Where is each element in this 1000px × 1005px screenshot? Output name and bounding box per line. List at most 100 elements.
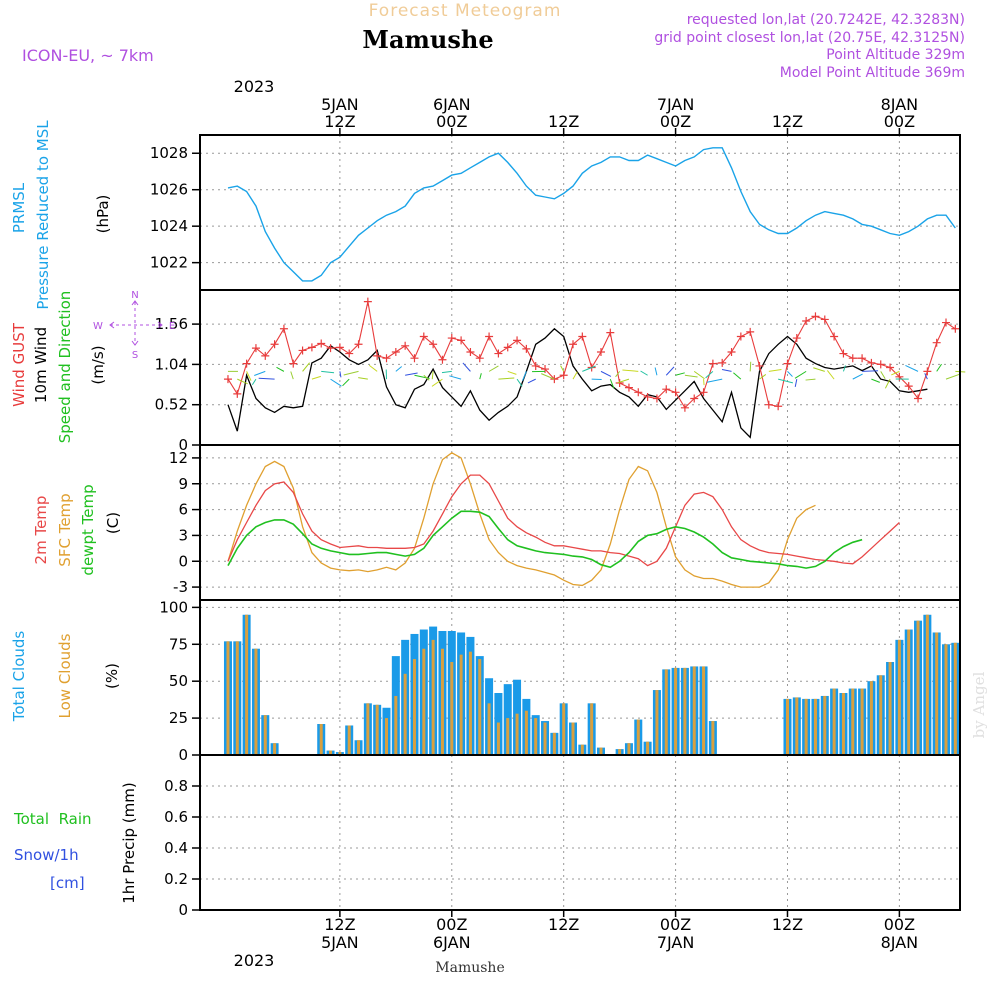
wind-direction-arrow bbox=[905, 365, 918, 371]
pressure-series-line bbox=[228, 148, 955, 281]
low-cloud-bar bbox=[795, 697, 798, 755]
wind-direction-arrow bbox=[528, 379, 536, 383]
low-cloud-bar bbox=[478, 659, 481, 755]
low-cloud-bar bbox=[711, 721, 714, 755]
wind-direction-arrow bbox=[787, 371, 792, 376]
wind-gust-point bbox=[410, 354, 418, 362]
top-axis-date-label: 5JAN bbox=[321, 95, 359, 114]
low-cloud-bar bbox=[404, 674, 407, 755]
low-cloud-bar bbox=[525, 711, 528, 755]
pressure-label-prmsl: PRMSL bbox=[10, 182, 28, 233]
low-cloud-bar bbox=[637, 720, 640, 755]
low-cloud-bar bbox=[805, 699, 808, 755]
bottom-axis-hour-label: 00Z bbox=[660, 915, 691, 934]
pressure-unit: (hPa) bbox=[94, 195, 112, 234]
low-cloud-bar bbox=[945, 644, 948, 755]
wind-gust-point bbox=[765, 401, 773, 409]
low-cloud-bar bbox=[851, 689, 854, 755]
wind-gust-point bbox=[504, 343, 512, 351]
wind-direction-arrow bbox=[676, 373, 685, 375]
compass-east: E bbox=[169, 321, 175, 332]
panels: 102210241026102800.521.041.56-3036912025… bbox=[150, 135, 965, 919]
bottom-axis-date-label: 6JAN bbox=[433, 933, 471, 952]
wind-direction-arrow bbox=[806, 379, 816, 380]
wind-direction-arrow bbox=[862, 371, 878, 372]
wind-direction-arrow bbox=[340, 371, 341, 377]
wind-direction-arrow bbox=[405, 373, 417, 375]
wind-gust-point bbox=[625, 384, 633, 392]
top-axis-hour-label: 12Z bbox=[324, 112, 355, 131]
low-cloud-bar bbox=[422, 649, 425, 755]
bottom-axis-hour-label: 12Z bbox=[772, 915, 803, 934]
low-cloud-bar bbox=[254, 649, 257, 755]
wind-gust-point bbox=[448, 334, 456, 342]
low-cloud-bar bbox=[441, 649, 444, 755]
dewpt-temp-line bbox=[228, 511, 862, 568]
temp-unit: (C) bbox=[104, 512, 122, 534]
wind-gust-point bbox=[737, 333, 745, 341]
bottom-axis-hour-label: 00Z bbox=[436, 915, 467, 934]
wind-direction-arrow bbox=[704, 379, 705, 385]
wind-gust-point bbox=[476, 354, 484, 362]
wind-direction-arrow bbox=[358, 378, 368, 380]
low-cloud-bar bbox=[497, 723, 500, 755]
info-line-requested: requested lon,lat (20.7242E, 42.3283N) bbox=[687, 12, 965, 28]
wind-label-speed-dir: Speed and Direction bbox=[56, 291, 74, 444]
low-cloud-bar bbox=[273, 743, 276, 755]
wind-direction-arrow bbox=[463, 363, 471, 371]
wind-direction-arrow bbox=[685, 375, 698, 377]
info-line-point-altitude: Point Altitude 329m bbox=[826, 47, 965, 63]
wind-direction-arrow bbox=[276, 367, 283, 371]
wind-direction-arrow bbox=[707, 379, 722, 382]
precip-ytick-label: 0.4 bbox=[164, 839, 188, 857]
wind-direction-arrow bbox=[432, 371, 433, 379]
pressure-ytick-label: 1022 bbox=[150, 254, 188, 272]
temp-label-sfc: SFC Temp bbox=[56, 493, 74, 566]
cloud-label-total: Total Clouds bbox=[10, 631, 28, 723]
wind-direction-arrow bbox=[853, 374, 863, 379]
wind-gust-point bbox=[532, 362, 540, 370]
compass-west: W bbox=[93, 321, 103, 332]
wind-gust-point bbox=[327, 344, 335, 352]
low-cloud-bar bbox=[935, 632, 938, 755]
wind-label-gust: Wind GUST bbox=[10, 322, 28, 407]
low-cloud-bar bbox=[693, 666, 696, 755]
precip-label-cm: [cm] bbox=[50, 874, 85, 892]
clouds-ytick-label: 0 bbox=[178, 746, 188, 764]
wind-gust-point bbox=[308, 343, 316, 351]
wind-gust-point bbox=[821, 315, 829, 323]
wind-direction-arrow bbox=[610, 379, 614, 388]
low-cloud-bar bbox=[599, 748, 602, 755]
low-cloud-bar bbox=[889, 662, 892, 755]
panel-frame bbox=[200, 445, 960, 600]
wind-direction-arrow bbox=[694, 371, 704, 378]
low-cloud-bar bbox=[348, 725, 351, 755]
low-cloud-bar bbox=[833, 689, 836, 755]
low-cloud-bar bbox=[264, 715, 267, 755]
temp-ytick-label: 6 bbox=[178, 501, 188, 519]
low-cloud-bar bbox=[627, 743, 630, 755]
wind-gust-point bbox=[644, 393, 652, 401]
wind-gust-point bbox=[383, 354, 391, 362]
chart-title: Mamushe bbox=[362, 25, 493, 54]
wind-direction-arrow bbox=[706, 371, 713, 377]
low-cloud-bar bbox=[683, 668, 686, 755]
wind-gust-point bbox=[849, 354, 857, 362]
wind-direction-arrow bbox=[254, 371, 265, 375]
low-cloud-bar bbox=[590, 703, 593, 755]
low-cloud-bar bbox=[954, 643, 957, 755]
wind-direction-arrow bbox=[508, 371, 517, 374]
top-year-label: 2023 bbox=[234, 77, 275, 96]
low-cloud-bar bbox=[460, 655, 463, 755]
pressure-ytick-label: 1024 bbox=[150, 217, 188, 235]
wind-gust-point bbox=[783, 360, 791, 368]
wind-gust-point bbox=[756, 362, 764, 370]
wind-direction-arrow bbox=[498, 378, 514, 379]
low-cloud-bar bbox=[469, 652, 472, 755]
wind-gust-point bbox=[317, 339, 325, 347]
top-axis-date-label: 7JAN bbox=[657, 95, 695, 114]
wind-gust-point bbox=[299, 346, 307, 354]
low-cloud-bar bbox=[879, 675, 882, 755]
low-cloud-bar bbox=[413, 659, 416, 755]
